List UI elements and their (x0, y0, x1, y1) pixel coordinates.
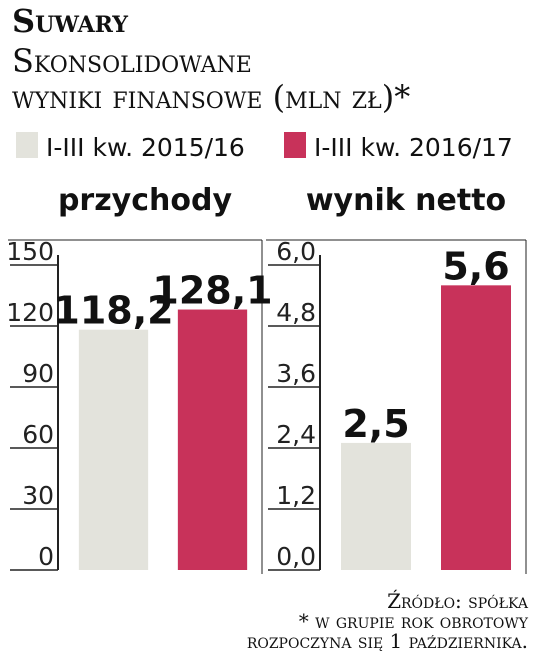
y-tick-label: 4,8 (276, 298, 316, 327)
legend-swatch (284, 132, 306, 158)
data-label: 5,6 (442, 244, 509, 288)
y-tick-label: 90 (22, 359, 54, 388)
bar (78, 329, 149, 570)
legend-label: I-III kw. 2016/17 (314, 133, 513, 162)
subtitle: wyniki finansowe (mln zł)* (12, 78, 410, 116)
y-tick-label: 1,2 (276, 481, 316, 510)
y-tick-label: 120 (6, 298, 54, 327)
subtitle: Skonsolidowane (12, 42, 252, 80)
y-tick-label: 30 (22, 481, 54, 510)
chart-title: wynik netto (306, 183, 506, 218)
legend-label: I-III kw. 2015/16 (46, 133, 245, 162)
title: Suwary (12, 2, 128, 40)
y-tick-label: 6,0 (276, 237, 316, 266)
data-label: 2,5 (342, 402, 409, 446)
source: Źródło: spółka (387, 589, 529, 613)
chart-title: przychody (58, 183, 233, 218)
y-tick-label: 2,4 (276, 420, 316, 449)
y-tick-label: 0 (38, 542, 54, 571)
y-tick-label: 3,6 (276, 359, 316, 388)
bar (441, 285, 511, 570)
bar (177, 309, 248, 570)
data-label: 118,2 (53, 289, 173, 333)
bar (341, 442, 411, 570)
data-label: 128,1 (152, 269, 272, 313)
footnote: * w grupie rok obrotowy (299, 609, 529, 633)
y-tick-label: 60 (22, 420, 54, 449)
y-tick-label: 0,0 (276, 542, 316, 571)
legend-swatch (16, 132, 38, 158)
y-tick-label: 150 (6, 237, 54, 266)
footnote: rozpoczyna się 1 października. (247, 629, 528, 653)
